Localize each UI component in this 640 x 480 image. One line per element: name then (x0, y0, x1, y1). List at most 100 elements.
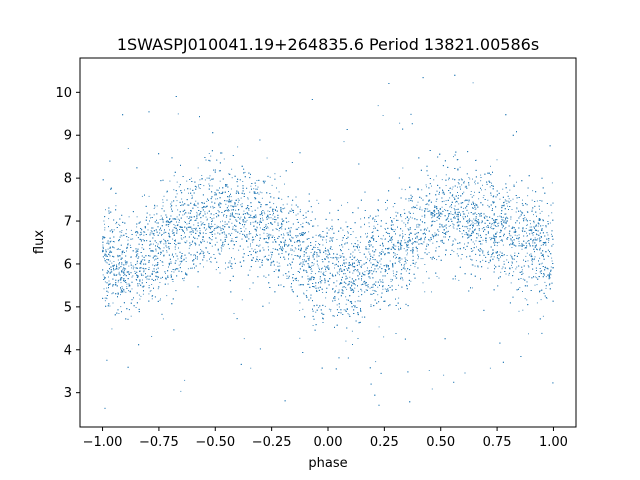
data-point (218, 205, 220, 207)
data-point (336, 280, 338, 282)
data-point (244, 171, 246, 173)
data-point (500, 271, 502, 273)
data-point (191, 194, 193, 196)
data-point (341, 255, 343, 257)
data-point (254, 191, 256, 193)
data-point (487, 250, 489, 252)
data-point (458, 195, 459, 196)
data-point (448, 225, 450, 227)
data-point (186, 216, 188, 218)
data-point (230, 196, 232, 198)
data-point (471, 287, 473, 289)
data-point (412, 250, 414, 252)
data-point (141, 286, 143, 288)
data-point (134, 270, 136, 272)
data-point (143, 234, 145, 236)
data-point (224, 236, 226, 238)
data-point (273, 208, 275, 210)
data-point (160, 253, 161, 255)
data-point (195, 244, 196, 246)
data-point (482, 239, 484, 241)
data-point (430, 257, 431, 259)
data-point (142, 259, 144, 260)
data-point (184, 379, 186, 381)
data-point (316, 199, 318, 201)
data-point (183, 280, 185, 282)
data-point (106, 272, 108, 274)
data-point (113, 247, 115, 249)
data-point (186, 180, 188, 182)
data-point (173, 189, 175, 191)
data-point (289, 232, 291, 234)
data-point (456, 209, 458, 210)
data-point (478, 198, 480, 200)
data-point (456, 215, 458, 217)
data-point (390, 238, 392, 240)
data-point (348, 314, 350, 316)
data-point (136, 279, 138, 281)
data-point (282, 274, 284, 276)
data-point (266, 235, 268, 237)
data-point (445, 174, 447, 176)
data-point (365, 282, 367, 283)
data-point (393, 272, 394, 274)
data-point (376, 260, 378, 262)
data-point (512, 243, 514, 245)
data-point (256, 234, 258, 236)
data-point (374, 220, 375, 222)
data-point (494, 264, 495, 266)
data-point (113, 241, 115, 243)
data-point (216, 241, 218, 243)
data-point (343, 263, 345, 265)
data-point (493, 213, 495, 214)
data-point (403, 222, 405, 224)
data-point (288, 221, 290, 223)
data-point (493, 228, 495, 229)
data-point (230, 213, 231, 215)
data-point (402, 233, 404, 235)
data-point (336, 257, 337, 259)
data-point (217, 214, 219, 216)
data-point (531, 258, 533, 260)
data-point (474, 220, 476, 222)
data-point (399, 235, 401, 237)
data-point (155, 264, 157, 266)
data-point (476, 225, 478, 227)
data-point (526, 224, 528, 226)
data-point (510, 218, 512, 220)
data-point (258, 222, 260, 224)
data-point (333, 315, 335, 317)
data-point (103, 236, 105, 238)
data-point (152, 227, 154, 229)
data-point (464, 233, 466, 235)
data-point (313, 253, 315, 255)
data-point (404, 263, 406, 265)
data-point (466, 234, 468, 236)
data-point (478, 213, 479, 214)
data-point (112, 302, 114, 304)
data-point (267, 227, 269, 229)
data-point (355, 259, 357, 261)
data-point (270, 256, 272, 258)
data-point (257, 186, 259, 188)
data-point (471, 223, 473, 225)
data-point (510, 235, 512, 237)
data-point (436, 198, 438, 200)
data-point (185, 261, 187, 262)
data-point (416, 248, 418, 250)
data-point (105, 209, 106, 211)
data-point (146, 276, 147, 278)
data-point (203, 206, 204, 208)
data-point (105, 254, 107, 256)
data-point (111, 232, 113, 234)
data-point (330, 309, 332, 310)
data-point (217, 250, 219, 252)
data-point (391, 241, 393, 243)
data-point (113, 229, 115, 231)
data-point (251, 248, 253, 250)
data-point (491, 255, 493, 257)
data-point (162, 201, 164, 203)
data-point (339, 254, 341, 256)
data-point (467, 233, 469, 235)
data-point (372, 289, 374, 291)
